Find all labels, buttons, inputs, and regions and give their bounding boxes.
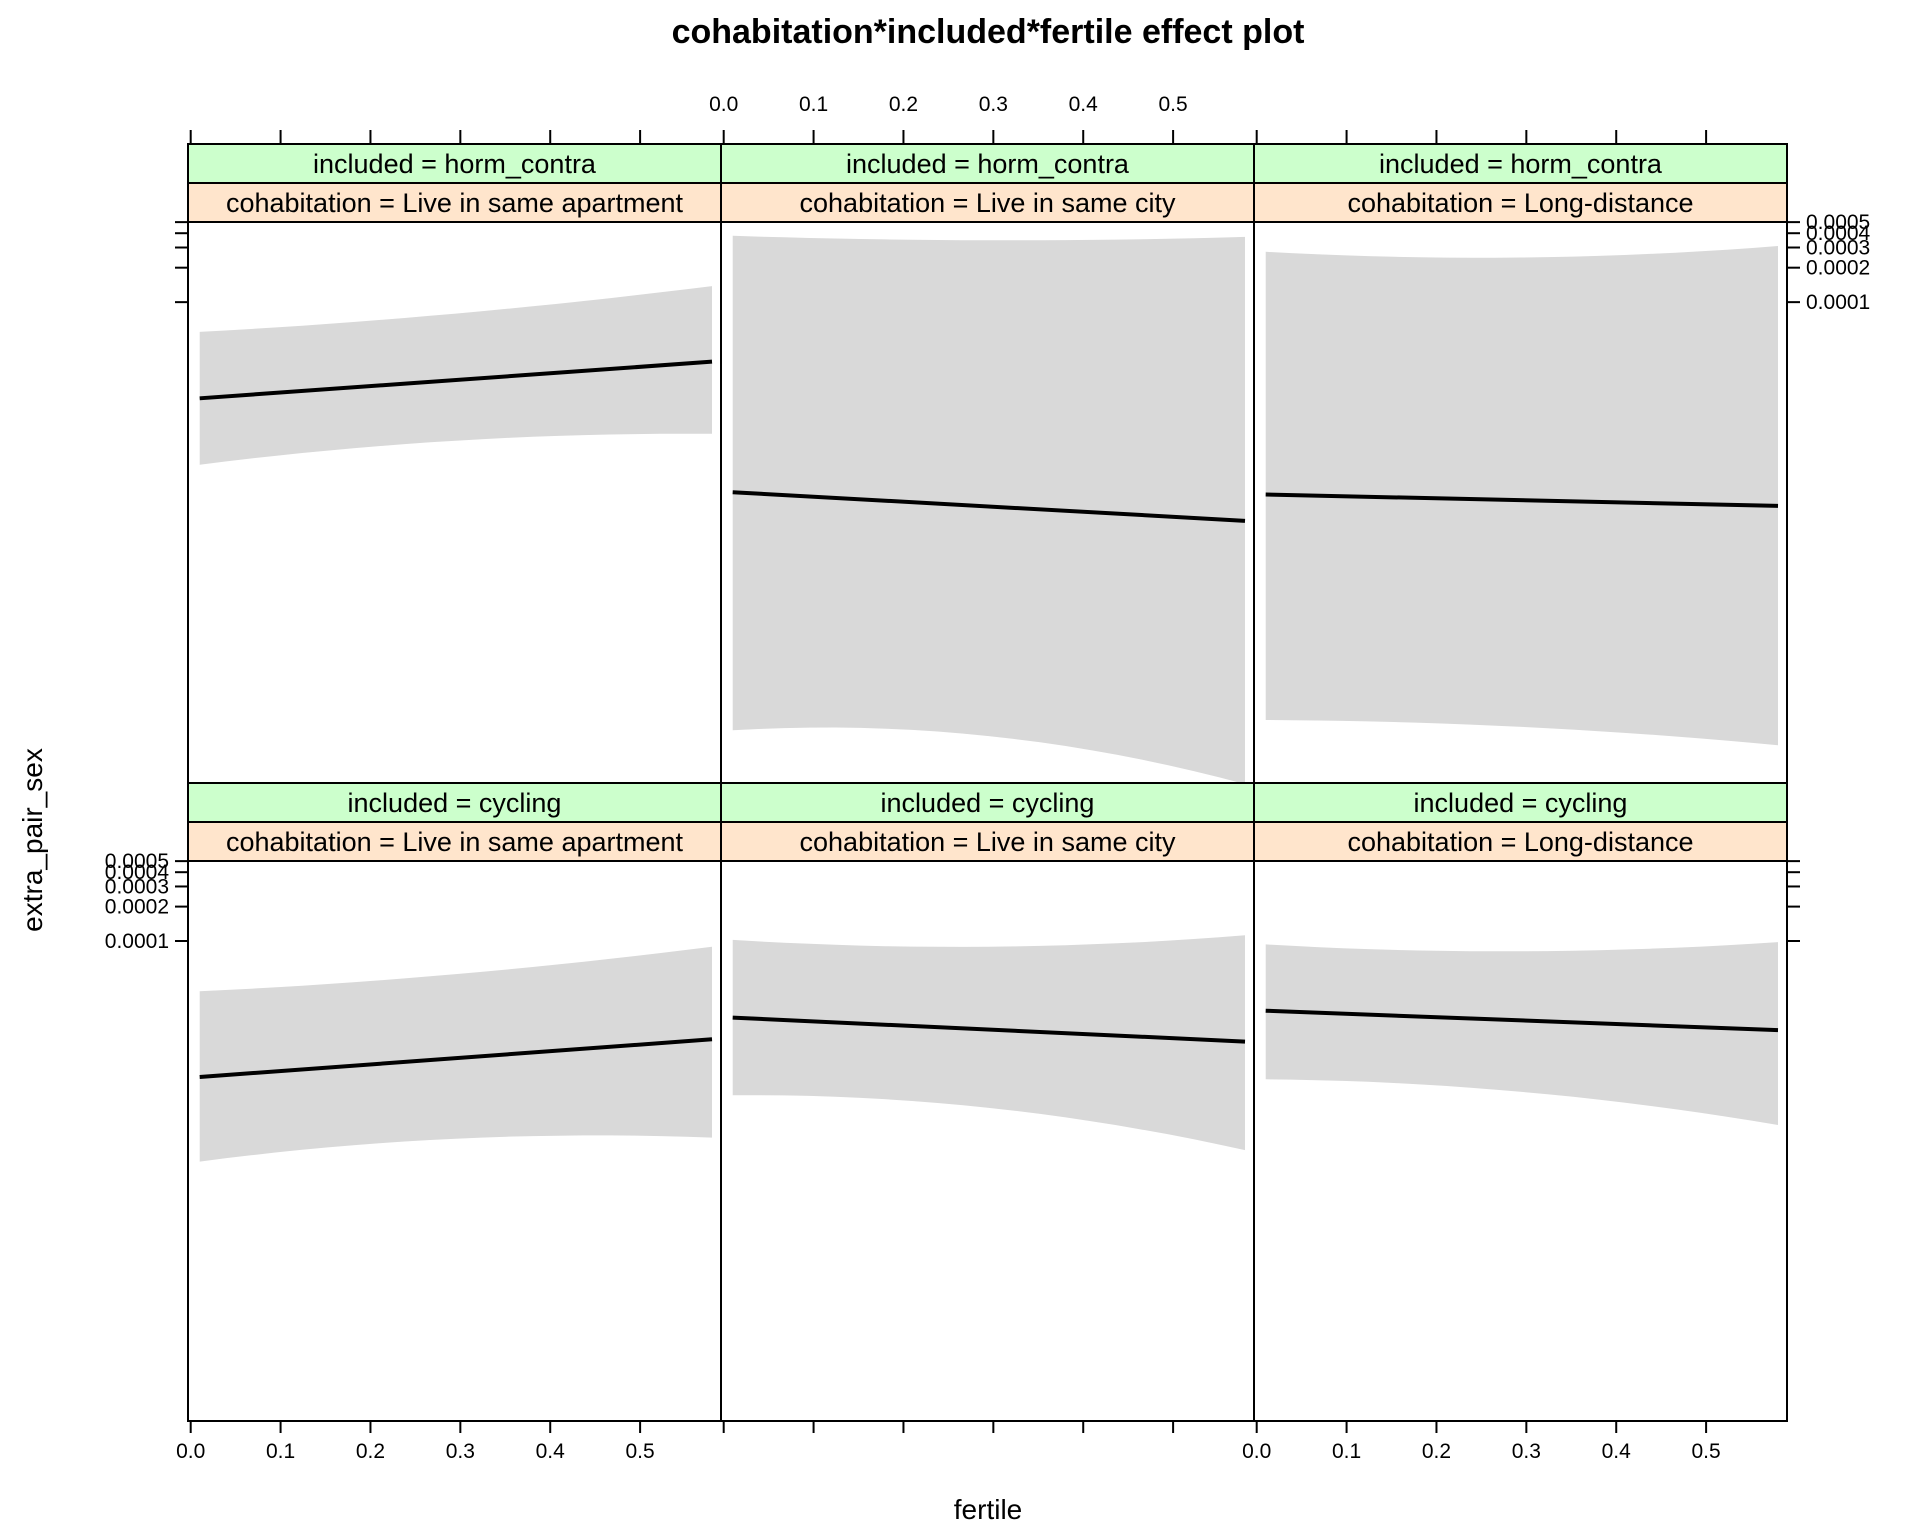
confidence-band (1265, 942, 1778, 1125)
panel-data-group (732, 935, 1246, 1151)
strip-text-group: included = cycling cohabitation = Long-di… (1347, 788, 1693, 857)
effect-line (732, 490, 1246, 523)
strip-text-group: included = horm_contra cohabitation = Liv… (226, 149, 684, 218)
strip-text-group: included = cycling cohabitation = Live in… (226, 788, 684, 857)
x-tick-label: 0.2 (356, 1440, 385, 1463)
x-tick-label: 0.5 (1692, 1440, 1721, 1463)
panel-data-group (199, 946, 713, 1162)
x-tick-label: 0.0 (709, 93, 738, 116)
panel-border (187, 143, 722, 784)
panels-group: included = horm_contra cohabitation = Liv… (105, 93, 1871, 1463)
strip-cohabitation-label: cohabitation = Live in same city (800, 827, 1176, 857)
effect-line (1265, 1008, 1779, 1033)
x-tick-label: 0.5 (626, 1440, 655, 1463)
strip-cohabitation-label: cohabitation = Live in same apartment (226, 188, 684, 218)
strip-included-label: included = horm_contra (313, 149, 597, 179)
y-tick-label: 0.0003 (105, 875, 169, 898)
strip-cohabitation (187, 182, 722, 223)
effect-line (199, 1037, 713, 1079)
x-tick-label: 0.3 (1512, 1440, 1541, 1463)
x-tick-label: 0.4 (536, 1440, 566, 1463)
y-tick-label: 0.0004 (105, 861, 170, 884)
strip-included-label: included = cycling (881, 788, 1095, 818)
y-tick-label: 0.0002 (105, 896, 169, 919)
panel-data-group (199, 286, 713, 465)
panel-data-group (1265, 246, 1779, 746)
x-tick-label: 0.4 (1069, 93, 1099, 116)
y-axis-label: extra_pair_sex (17, 748, 48, 932)
strip-included-label: included = horm_contra (1379, 149, 1663, 179)
y-tick-label: 0.0005 (105, 850, 169, 873)
y-tick-label: 0.0004 (1806, 222, 1871, 245)
panel-2: included = horm_contra cohabitation = Liv… (720, 143, 1255, 784)
x-tick-label: 0.0 (1242, 1440, 1271, 1463)
x-axis-label: fertile (954, 1494, 1022, 1525)
effect-line (1265, 492, 1779, 508)
panel-border (1253, 782, 1788, 1422)
panel-4: included = cycling cohabitation = Live in… (187, 782, 722, 1422)
y-tick-label: 0.0001 (105, 930, 169, 953)
panel-data-group (1265, 942, 1779, 1125)
x-tick-label: 0.2 (1422, 1440, 1451, 1463)
x-tick-label: 0.1 (1332, 1440, 1361, 1463)
x-tick-label: 0.3 (979, 93, 1008, 116)
confidence-band (199, 286, 712, 465)
x-tick-label: 0.1 (799, 93, 828, 116)
x-tick-label: 0.4 (1602, 1440, 1632, 1463)
x-tick-label: 0.0 (176, 1440, 205, 1463)
y-tick-label: 0.0001 (1806, 291, 1870, 314)
panel-3: included = horm_contra cohabitation = Lon… (1253, 143, 1788, 784)
x-tick-label: 0.3 (446, 1440, 475, 1463)
effect-line (732, 1015, 1246, 1044)
strip-text-group: included = horm_contra cohabitation = Liv… (800, 149, 1176, 218)
strip-included-label: included = cycling (1414, 788, 1628, 818)
strip-cohabitation-label: cohabitation = Long-distance (1347, 188, 1693, 218)
chart-title: cohabitation*included*fertile effect plo… (672, 13, 1305, 51)
effect-line (199, 359, 713, 401)
y-tick-label: 0.0005 (1806, 211, 1870, 234)
confidence-band (732, 935, 1245, 1151)
x-tick-label: 0.5 (1159, 93, 1188, 116)
x-tick-label: 0.2 (889, 93, 918, 116)
strip-included-label: included = horm_contra (846, 149, 1130, 179)
panel-data-group (732, 235, 1246, 783)
panel-6: included = cycling cohabitation = Long-di… (1253, 782, 1788, 1422)
strip-cohabitation-label: cohabitation = Live in same city (800, 188, 1176, 218)
confidence-band (199, 946, 712, 1162)
panel-1: included = horm_contra cohabitation = Liv… (187, 143, 722, 784)
x-tick-label: 0.1 (266, 1440, 295, 1463)
strip-cohabitation-label: cohabitation = Live in same apartment (226, 827, 684, 857)
strip-cohabitation-label: cohabitation = Long-distance (1347, 827, 1693, 857)
confidence-band (1265, 246, 1778, 746)
y-tick-label: 0.0002 (1806, 257, 1870, 280)
strip-included (1253, 782, 1788, 823)
strip-text-group: included = horm_contra cohabitation = Lon… (1347, 149, 1693, 218)
strip-included-label: included = cycling (348, 788, 562, 818)
confidence-band (732, 235, 1245, 783)
panel-5: included = cycling cohabitation = Live in… (720, 782, 1255, 1422)
y-tick-label: 0.0003 (1806, 237, 1870, 260)
strip-text-group: included = cycling cohabitation = Live in… (800, 788, 1176, 857)
strip-cohabitation (1253, 821, 1788, 862)
